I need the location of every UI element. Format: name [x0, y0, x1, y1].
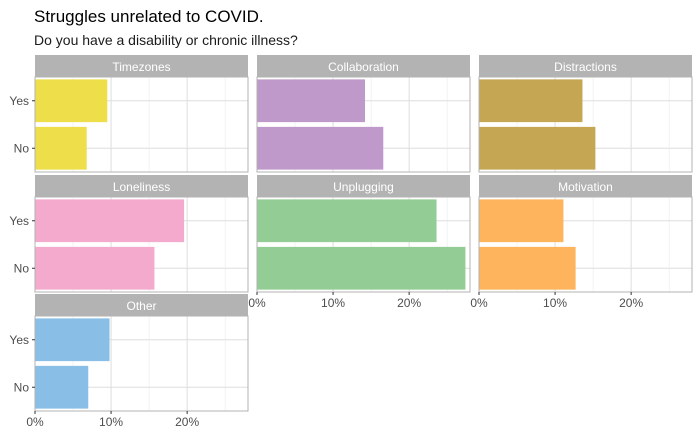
bar-motivation-no: [479, 246, 576, 290]
panel-border-timezones: [34, 76, 249, 173]
x-tick-label: 10%: [321, 296, 345, 310]
panel-title-distractions: Distractions: [554, 60, 617, 74]
x-tick-label: 10%: [543, 296, 567, 310]
panel-border-other: [34, 315, 249, 412]
bar-loneliness-yes: [35, 199, 185, 243]
bar-collaboration-yes: [257, 79, 366, 123]
panel-strip-other: [35, 294, 248, 316]
bar-timezones-yes: [35, 79, 108, 123]
panel-strip-motivation: [479, 175, 692, 197]
x-tick-label: 20%: [397, 296, 421, 310]
bar-timezones-no: [35, 126, 87, 170]
panel-strip-timezones: [35, 55, 248, 77]
bar-loneliness-no: [35, 246, 155, 290]
panel-border-distractions: [478, 76, 693, 173]
panel-title-loneliness: Loneliness: [113, 180, 170, 194]
bar-unplugging-yes: [257, 199, 437, 243]
bar-unplugging-no: [257, 246, 466, 290]
panel-strip-unplugging: [257, 175, 470, 197]
bar-other-yes: [35, 318, 110, 362]
panel-border-collaboration: [256, 76, 471, 173]
y-tick-label: Yes: [9, 333, 29, 347]
panel-border-motivation: [478, 196, 693, 293]
bar-motivation-yes: [479, 199, 564, 243]
panel-title-other: Other: [126, 299, 156, 313]
bar-other-no: [35, 365, 89, 409]
chart-subtitle: Do you have a disability or chronic illn…: [34, 32, 298, 48]
y-tick-label: Yes: [9, 214, 29, 228]
panel-strip-distractions: [479, 55, 692, 77]
x-tick-label: 0%: [26, 415, 44, 429]
y-tick-label: No: [14, 141, 30, 155]
x-tick-label: 20%: [175, 415, 199, 429]
panel-title-motivation: Motivation: [558, 180, 613, 194]
x-tick-label: 0%: [470, 296, 488, 310]
panel-border-unplugging: [256, 196, 471, 293]
bar-distractions-yes: [479, 79, 583, 123]
x-tick-label: 10%: [99, 415, 123, 429]
bar-collaboration-no: [257, 126, 384, 170]
y-tick-label: No: [14, 261, 30, 275]
y-tick-label: No: [14, 380, 30, 394]
panel-title-timezones: Timezones: [112, 60, 170, 74]
panel-strip-collaboration: [257, 55, 470, 77]
panel-border-loneliness: [34, 196, 249, 293]
panel-title-collaboration: Collaboration: [328, 60, 399, 74]
bar-distractions-no: [479, 126, 596, 170]
chart-title: Struggles unrelated to COVID.: [34, 7, 264, 26]
x-tick-label: 20%: [619, 296, 643, 310]
x-tick-label: 0%: [248, 296, 266, 310]
panel-strip-loneliness: [35, 175, 248, 197]
y-tick-label: Yes: [9, 94, 29, 108]
panel-title-unplugging: Unplugging: [333, 180, 394, 194]
